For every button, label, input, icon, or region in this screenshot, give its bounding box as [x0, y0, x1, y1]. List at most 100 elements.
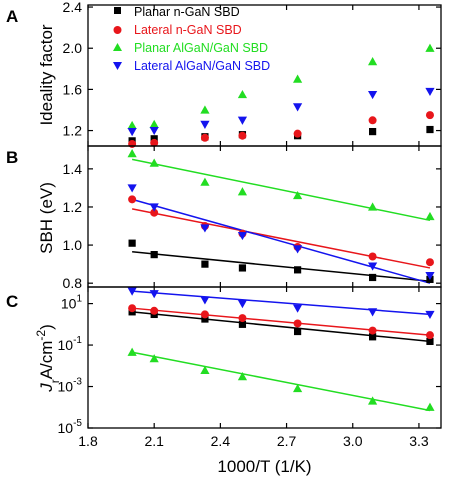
x-tick-label: 3.0 [343, 433, 363, 449]
data-point-planar-algan-gan-sbd [292, 383, 303, 393]
data-point-planar-n-gan-sbd [238, 264, 247, 272]
data-point-lateral-n-gan-sbd [425, 331, 434, 340]
data-point-lateral-algan-gan-sbd [200, 296, 210, 305]
data-point-lateral-n-gan-sbd [368, 116, 377, 125]
legend-entry-lateral-algan: Lateral AlGaN/GaN SBD [113, 59, 270, 73]
data-points-c [127, 287, 435, 411]
data-point-lateral-n-gan-sbd [293, 129, 302, 138]
data-point-planar-algan-gan-sbd [149, 119, 159, 128]
data-point-planar-n-gan-sbd [150, 135, 158, 143]
data-point-planar-n-gan-sbd [426, 337, 434, 346]
data-point-lateral-n-gan-sbd [128, 304, 137, 313]
y-label-sup: -2 [34, 330, 48, 341]
data-point-planar-algan-gan-sbd [149, 158, 159, 167]
data-point-lateral-algan-gan-sbd [292, 304, 303, 313]
data-point-lateral-algan-gan-sbd [292, 245, 303, 254]
legend-entry-planar-ngan: Planar n-GaN SBD [114, 5, 240, 19]
legend-entry-lateral-ngan: Lateral n-GaN SBD [113, 23, 242, 37]
data-point-planar-n-gan-sbd [293, 266, 302, 274]
data-point-planar-algan-gan-sbd [200, 365, 210, 374]
panel-label-a: A [6, 7, 18, 26]
data-point-planar-algan-gan-sbd [368, 396, 378, 405]
fit-line-lateral-algan-gan-sbd [131, 198, 431, 284]
data-point-planar-n-gan-sbd [369, 127, 377, 136]
fit-line-planar-algan-gan-sbd [131, 158, 431, 222]
data-point-planar-algan-gan-sbd [425, 43, 435, 52]
data-point-lateral-n-gan-sbd [368, 252, 377, 261]
data-point-lateral-n-gan-sbd [238, 131, 247, 140]
data-points-a [127, 43, 435, 148]
data-point-lateral-algan-gan-sbd [237, 231, 248, 241]
data-point-lateral-n-gan-sbd [150, 306, 159, 315]
data-point-lateral-n-gan-sbd [293, 319, 302, 328]
data-point-lateral-algan-gan-sbd [425, 310, 435, 320]
data-point-planar-algan-gan-sbd [237, 372, 248, 381]
data-point-lateral-algan-gan-sbd [149, 126, 159, 136]
data-point-lateral-algan-gan-sbd [425, 271, 435, 281]
data-point-lateral-n-gan-sbd [368, 326, 377, 335]
data-point-lateral-n-gan-sbd [128, 195, 137, 204]
y-label-main: J [37, 383, 56, 393]
y-axis-label-a: Ideality factor [37, 24, 56, 125]
data-point-lateral-algan-gan-sbd [149, 203, 159, 212]
panel-label-c: C [6, 292, 18, 311]
legend-label: Planar n-GaN SBD [134, 5, 240, 19]
data-point-planar-algan-gan-sbd [292, 74, 303, 83]
y-label-sub: r [48, 379, 62, 383]
legend-entry-planar-algan: Planar AlGaN/GaN SBD [113, 41, 268, 55]
y-ticks-a: 1.2 1.6 2.0 2.4 [63, 0, 441, 146]
data-point-planar-n-gan-sbd [201, 260, 209, 268]
fit-line-planar-n-gan-sbd [132, 311, 431, 343]
fit-line-lateral-n-gan-sbd [131, 208, 431, 269]
data-point-planar-n-gan-sbd [293, 327, 302, 336]
y-axis-label-c: JrA/cm-2) [34, 324, 62, 393]
data-point-lateral-n-gan-sbd [200, 310, 209, 319]
fit-line-lateral-algan-gan-sbd [132, 290, 431, 316]
legend-marker-triangle-down [113, 62, 122, 70]
y-tick-label: 1.0 [63, 237, 83, 253]
data-point-planar-algan-gan-sbd [237, 89, 248, 99]
data-point-planar-algan-gan-sbd [237, 187, 248, 196]
y-ticks-b: 0.8 1.0 1.2 1.4 [63, 146, 441, 291]
x-tick-label: 2.1 [144, 433, 164, 449]
data-point-planar-n-gan-sbd [238, 320, 247, 328]
y-tick-label: 10-3 [58, 377, 83, 395]
fit-line-planar-algan-gan-sbd [131, 351, 431, 412]
fit-lines-c [131, 290, 431, 412]
data-point-lateral-n-gan-sbd [150, 208, 159, 217]
data-point-planar-algan-gan-sbd [200, 105, 210, 114]
data-point-lateral-algan-gan-sbd [368, 90, 378, 100]
y-tick-label: 0.8 [63, 275, 83, 291]
y-tick-label: 2.4 [63, 0, 83, 15]
y-tick-label: 1.4 [63, 161, 83, 177]
data-point-lateral-algan-gan-sbd [237, 299, 248, 309]
data-points-b [127, 149, 435, 283]
data-point-planar-n-gan-sbd [369, 333, 377, 341]
legend-label: Planar AlGaN/GaN SBD [134, 41, 268, 55]
panel-label-b: B [6, 148, 18, 167]
data-point-lateral-algan-gan-sbd [425, 87, 435, 97]
data-point-planar-algan-gan-sbd [425, 211, 435, 221]
legend-marker-triangle-up [113, 43, 122, 51]
data-point-planar-algan-gan-sbd [149, 354, 159, 363]
data-point-planar-algan-gan-sbd [292, 190, 303, 200]
x-tick-label: 2.7 [277, 433, 297, 449]
panel-c: C JrA/cm-2) 10-5 10-3 10-1 101 1.8 2.1 2.4 2.7… [6, 286, 442, 476]
fit-lines-b [131, 158, 431, 284]
x-tick-label: 3.3 [409, 433, 429, 449]
data-point-lateral-algan-gan-sbd [127, 287, 137, 296]
data-point-planar-algan-gan-sbd [425, 402, 435, 411]
data-point-planar-algan-gan-sbd [368, 202, 378, 211]
legend-label: Lateral n-GaN SBD [134, 23, 242, 37]
data-point-lateral-n-gan-sbd [128, 139, 137, 148]
plot-frame-b [87, 145, 442, 288]
data-point-lateral-algan-gan-sbd [200, 224, 210, 233]
data-point-planar-n-gan-sbd [426, 125, 434, 134]
x-axis-label: 1000/T (1/K) [217, 457, 311, 476]
legend-label: Lateral AlGaN/GaN SBD [134, 59, 270, 73]
data-point-lateral-algan-gan-sbd [200, 120, 210, 129]
data-point-lateral-n-gan-sbd [425, 258, 434, 267]
y-label-rest: A/cm [37, 341, 56, 380]
data-point-lateral-n-gan-sbd [238, 314, 247, 323]
